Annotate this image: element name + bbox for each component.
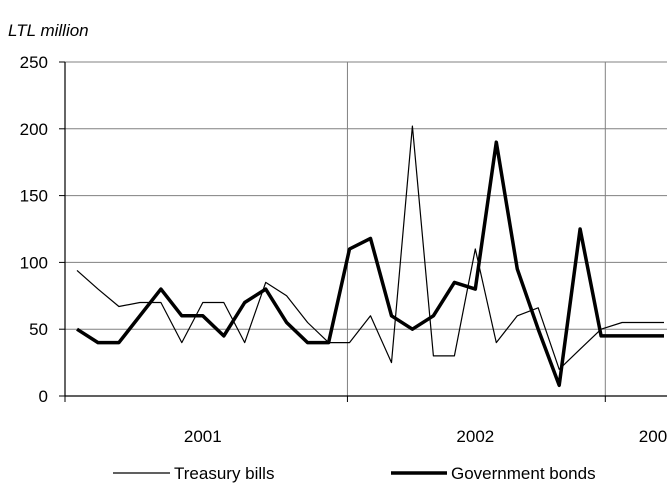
y-tick-label: 200 (20, 120, 48, 139)
axes (59, 61, 667, 402)
legend-label: Treasury bills (174, 464, 274, 483)
unit-label: LTL million (8, 21, 89, 40)
year-label: 2001 (184, 427, 222, 446)
grid-lines (65, 61, 667, 396)
y-tick-label: 100 (20, 253, 48, 272)
series-lines (76, 125, 664, 388)
series-line-1 (76, 125, 664, 370)
series-line-2 (76, 140, 664, 388)
y-tick-labels: 0 50 100 150 200 250 (20, 53, 48, 406)
year-labels: 2001 2002 2003 (184, 427, 667, 446)
legend: Treasury bills Government bonds (113, 464, 596, 483)
y-tick-label: 150 (20, 187, 48, 206)
legend-label: Government bonds (451, 464, 596, 483)
y-tick-label: 50 (29, 320, 48, 339)
y-tick-label: 0 (39, 387, 48, 406)
y-tick-label: 250 (20, 53, 48, 72)
year-label: 2002 (456, 427, 494, 446)
year-label: 2003 (639, 427, 667, 446)
